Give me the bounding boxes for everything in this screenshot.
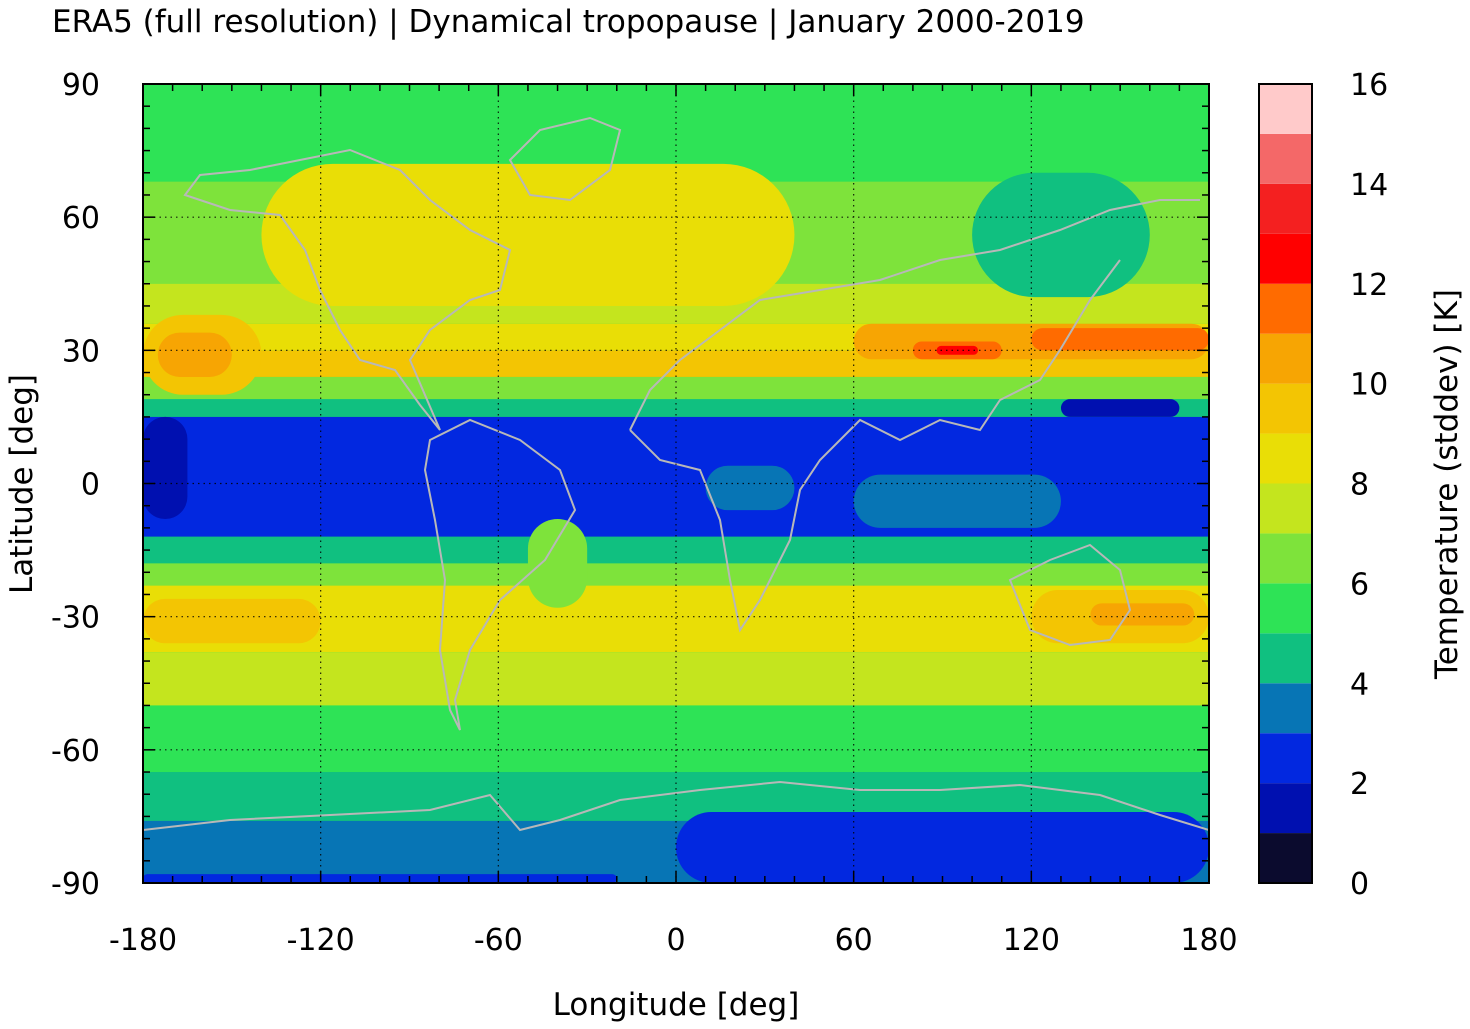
x-axis-label: Longitude [deg]: [553, 987, 800, 1023]
y-tick-label-0: 90: [62, 68, 100, 103]
colorbar-level-8: [1259, 433, 1312, 484]
field-regions: [143, 163, 1209, 883]
y-tick-label-1: 60: [62, 201, 100, 236]
field-region-16: [676, 811, 1209, 883]
colorbar-tick-label-6: 4: [1350, 667, 1369, 702]
field-region-13: [527, 519, 588, 608]
colorbar-tick-label-1: 14: [1350, 168, 1388, 203]
coastline-antarctica: [143, 780, 1209, 832]
x-tick-label-4: 60: [835, 923, 873, 958]
colorbar-levels: [1259, 84, 1312, 883]
x-tick-label-6: 180: [1180, 923, 1237, 958]
colorbar: 16 14 12 10 8 6 4 2 0 Temperature (stddev) [K]: [1258, 68, 1465, 902]
field-region-2: [157, 332, 232, 377]
field-region-9: [1060, 399, 1180, 417]
field-region-15: [853, 474, 1061, 528]
colorbar-tick-label-8: 0: [1350, 867, 1369, 902]
x-tick-label-0: -180: [109, 923, 177, 958]
colorbar-level-15: [1259, 84, 1312, 134]
lat-band-6: [143, 399, 1209, 417]
y-tick-label-4: -30: [51, 601, 100, 636]
x-tick-label-5: 120: [1003, 923, 1060, 958]
y-tick-labels: 90 60 30 0 -30 -60 -90: [51, 68, 100, 902]
coastlines: [143, 116, 1209, 832]
colorbar-tick-label-2: 12: [1350, 268, 1388, 303]
field-region-7: [972, 172, 1150, 298]
colorbar-frame: [1258, 83, 1313, 884]
colorbar-level-5: [1259, 583, 1312, 634]
colorbar-level-14: [1259, 133, 1312, 184]
coastline-north-america: [183, 148, 512, 431]
figure-title: ERA5 (full resolution) | Dynamical tropo…: [52, 4, 1085, 40]
field-region-8: [143, 416, 188, 520]
colorbar-level-3: [1259, 683, 1312, 734]
field-region-10: [143, 598, 321, 644]
colorbar-level-1: [1259, 783, 1312, 834]
field-region-0: [261, 163, 795, 306]
colorbar-label: Temperature (stddev) [K]: [1429, 289, 1465, 680]
colorbar-level-6: [1259, 533, 1312, 584]
colorbar-tick-label-3: 10: [1350, 368, 1388, 403]
colorbar-level-7: [1259, 483, 1312, 534]
y-tick-label-6: -90: [51, 867, 100, 902]
colorbar-level-4: [1259, 633, 1312, 684]
colorbar-level-13: [1259, 183, 1312, 234]
y-tick-label-3: 0: [81, 468, 100, 503]
grid-lines: [143, 84, 1209, 883]
y-axis-label: Latitude [deg]: [4, 374, 40, 594]
colorbar-level-12: [1259, 233, 1312, 284]
colorbar-tick-label-4: 8: [1350, 468, 1369, 503]
colorbar-level-2: [1259, 733, 1312, 784]
field-region-6: [1031, 328, 1209, 351]
x-tick-label-3: 0: [666, 923, 685, 958]
coastline-australia: [1008, 543, 1132, 647]
minor-ticks: [142, 83, 1210, 884]
colorbar-level-0: [1259, 833, 1312, 883]
y-tick-label-5: -60: [51, 734, 100, 769]
field-region-12: [1090, 603, 1195, 626]
coastline-south-america: [423, 418, 577, 731]
colorbar-level-11: [1259, 283, 1312, 334]
coastline-africa-eurasia: [629, 199, 1200, 633]
y-tick-label-2: 30: [62, 334, 100, 369]
x-tick-label-1: -120: [287, 923, 355, 958]
colorbar-tick-labels: 16 14 12 10 8 6 4 2 0: [1350, 68, 1388, 902]
colorbar-level-9: [1259, 383, 1312, 434]
field-region-14: [705, 465, 795, 511]
lat-band-5: [143, 376, 1209, 400]
x-tick-label-2: -60: [474, 923, 523, 958]
colorbar-tick-label-0: 16: [1350, 68, 1388, 103]
colorbar-tick-label-7: 2: [1350, 767, 1369, 802]
colorbar-level-10: [1259, 333, 1312, 384]
colorbar-tick-label-5: 6: [1350, 567, 1369, 602]
x-tick-labels: -180 -120 -60 0 60 120 180: [109, 923, 1238, 958]
coastline-greenland: [508, 116, 622, 202]
